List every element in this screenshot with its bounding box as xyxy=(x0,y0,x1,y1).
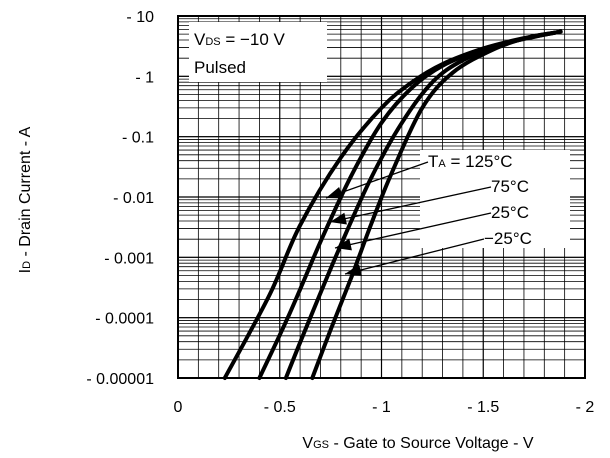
y-tick-labels: - 0.00001 - 0.0001 - 0.001 - 0.01 - 0.1 - 1 - … xyxy=(86,9,154,388)
curve-minus25c xyxy=(310,29,563,380)
y-tick-label: - 1 xyxy=(135,69,154,86)
series-label-minus25: −25°C xyxy=(484,229,532,248)
arrow-head xyxy=(326,187,344,199)
plot-frame xyxy=(177,15,586,379)
legend-vds: VDS = −10 V xyxy=(194,30,286,49)
annotation-bg xyxy=(420,150,570,248)
arrow-head xyxy=(335,238,352,251)
x-axis-title-sub: GS xyxy=(313,439,329,451)
legend-vds-rest: = −10 V xyxy=(221,30,286,49)
curves xyxy=(222,29,563,380)
arrow-line xyxy=(325,161,429,199)
legend-vds-sub: DS xyxy=(205,36,220,48)
arrow-head xyxy=(345,264,362,276)
arrow-line xyxy=(334,212,492,249)
x-axis-title-rest: - Gate to Source Voltage - V xyxy=(329,435,534,452)
series-label-125-text: = 125°C xyxy=(446,152,513,171)
y-axis-title-main: I xyxy=(17,269,34,273)
x-tick-label: - 1.5 xyxy=(467,399,499,416)
x-axis-title-main: V xyxy=(302,435,313,452)
y-tick-label: - 0.1 xyxy=(122,130,154,147)
x-tick-label: - 2 xyxy=(576,399,595,416)
legend-mode: Pulsed xyxy=(194,58,246,77)
arrow-line xyxy=(344,238,485,275)
y-tick-label: - 10 xyxy=(126,9,154,26)
y-tick-label: - 0.0001 xyxy=(95,311,154,328)
series-label-75: 75°C xyxy=(491,177,529,196)
x-tick-label: - 0.5 xyxy=(264,399,296,416)
y-tick-label: - 0.00001 xyxy=(86,371,154,388)
x-axis-title: VGS - Gate to Source Voltage - V xyxy=(302,435,533,452)
y-tick-label: - 0.01 xyxy=(113,190,154,207)
legend-vds-main: V xyxy=(194,30,206,49)
y-axis-title: ID - Drain Current - A xyxy=(17,126,34,273)
series-label-125-sub: A xyxy=(438,158,446,170)
arrow-line xyxy=(329,186,492,223)
x-tick-label: 0 xyxy=(174,399,183,416)
legend-box xyxy=(189,22,327,82)
x-tick-label: - 1 xyxy=(372,399,391,416)
series-label-125: TA = 125°C xyxy=(428,152,513,171)
annotation-arrows xyxy=(325,161,492,276)
y-axis-title-sub: D xyxy=(21,261,33,269)
y-tick-label: - 0.001 xyxy=(104,250,154,267)
series-label-25: 25°C xyxy=(491,203,529,222)
x-tick-labels: 0 - 0.5 - 1 - 1.5 - 2 xyxy=(174,399,595,416)
y-axis-title-rest: - Drain Current - A xyxy=(17,126,34,261)
arrow-head xyxy=(330,212,347,225)
series-label-125-prefix: T xyxy=(428,152,438,171)
